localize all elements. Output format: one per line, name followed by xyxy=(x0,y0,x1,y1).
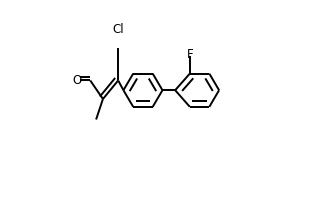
Text: F: F xyxy=(186,48,193,61)
Text: Cl: Cl xyxy=(112,23,124,36)
Text: O: O xyxy=(72,74,82,87)
